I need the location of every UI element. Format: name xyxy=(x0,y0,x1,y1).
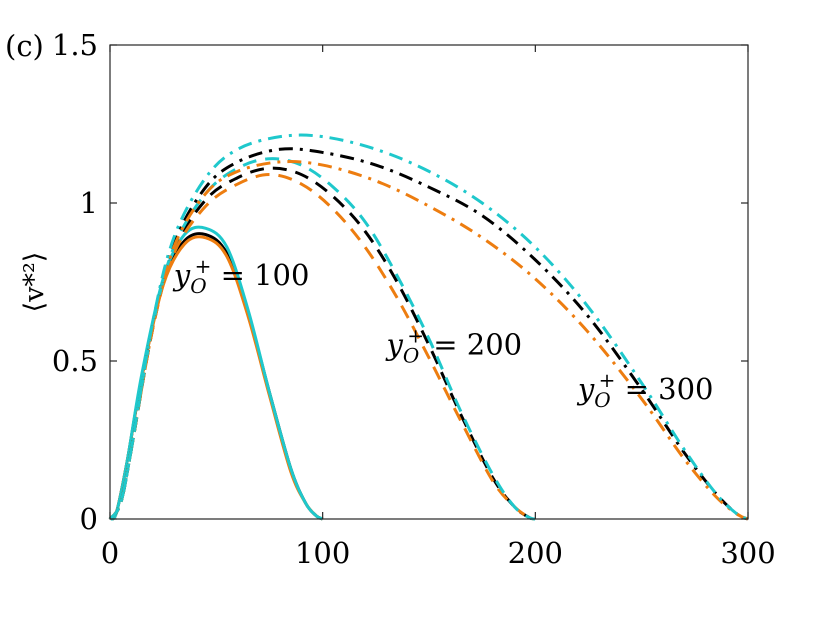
x-axis-tick-labels: 0 100 200 300 xyxy=(101,536,776,570)
series-layer xyxy=(108,133,749,521)
curve-annotation: yO+ = 200 xyxy=(384,324,522,368)
y-tick-label: 1 xyxy=(80,186,98,220)
plot-frame xyxy=(109,44,749,520)
series-line-300-3 xyxy=(108,133,749,521)
annotations: yO+ = 100 yO+ = 200 yO+ = 300 xyxy=(172,254,714,412)
x-tick-label: 0 xyxy=(101,536,119,570)
x-tick-label: 100 xyxy=(295,536,350,570)
y-tick-label: 0.5 xyxy=(52,344,98,378)
y-axis-label: ⟨v*²⟩ xyxy=(19,252,50,313)
y-axis-tick-labels: 0 0.5 1 1.5 xyxy=(52,28,98,536)
series-line-100-3 xyxy=(108,225,324,521)
axis-ticks xyxy=(109,44,749,520)
x-tick-label: 300 xyxy=(720,536,775,570)
y-tick-label: 1.5 xyxy=(52,28,98,62)
panel-label: (c) xyxy=(5,29,44,63)
x-tick-label: 200 xyxy=(508,536,563,570)
y-tick-label: 0 xyxy=(80,502,98,536)
curve-annotation: yO+ = 100 xyxy=(172,254,310,298)
series-line-300-2 xyxy=(108,160,749,521)
curve-annotation: yO+ = 300 xyxy=(576,368,714,412)
